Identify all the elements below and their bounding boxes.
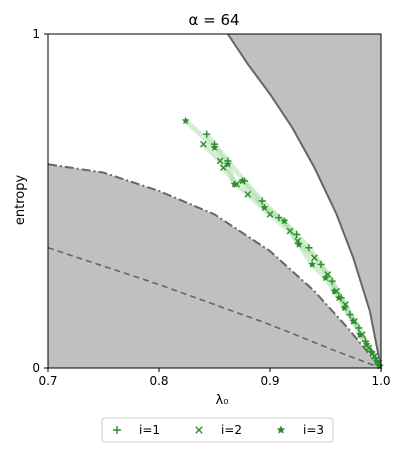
star-marker: [330, 286, 339, 295]
x-marker: [266, 210, 274, 218]
y-axis-label: entropy: [13, 175, 28, 226]
star-marker: [238, 176, 247, 185]
plus-marker: [305, 244, 313, 252]
star-marker: [355, 330, 364, 339]
x-axis-label: λ₀: [216, 393, 229, 408]
star-marker: [321, 273, 330, 282]
lower-infeasible-region: [48, 164, 381, 368]
plus-marker: [317, 260, 325, 269]
star-marker: [334, 293, 343, 302]
upper-boundary-curve: [226, 33, 382, 369]
star-marker: [230, 180, 239, 188]
plus-marker: [328, 277, 336, 285]
legend-box: [101, 417, 334, 443]
star-marker: [276, 425, 286, 434]
star-marker: [181, 116, 190, 125]
plus-marker: [355, 324, 363, 332]
star-marker: [368, 348, 377, 357]
chart-title: α = 64: [188, 11, 239, 29]
upper-infeasible-region: [227, 34, 381, 368]
star-marker: [294, 240, 303, 248]
legend-entry-3: i=3: [276, 423, 324, 437]
dashed-reference-curve: [47, 247, 382, 369]
legend-entry-2: i=2: [195, 423, 242, 437]
x-marker: [195, 426, 203, 434]
y-tick-label: 0: [32, 361, 40, 375]
star-marker: [210, 143, 219, 151]
plus-marker: [203, 130, 211, 138]
star-marker: [280, 216, 289, 225]
y-tick-label: 1: [32, 27, 40, 41]
plus-marker: [346, 310, 354, 319]
x-marker: [216, 157, 224, 165]
star-marker: [340, 303, 349, 312]
lower-boundary-curve: [47, 163, 382, 369]
x-tick-label: 1.0: [371, 374, 390, 388]
x-marker: [311, 254, 318, 262]
legend: i=1 i=2 i=3: [101, 417, 334, 443]
star-marker: [372, 357, 381, 365]
legend-entry-1: i=1: [113, 423, 160, 437]
series-3-points: [181, 116, 384, 370]
x-tick-label: 0.8: [149, 374, 168, 388]
star-marker: [349, 316, 358, 325]
star-marker: [223, 160, 232, 168]
x-tick-label: 0.9: [260, 374, 279, 388]
x-marker: [286, 227, 294, 235]
plus-marker: [293, 230, 301, 238]
axes: 0.7 0.8 0.9 1.0 0 1: [32, 27, 390, 388]
legend-label: i=2: [221, 423, 242, 437]
plus-marker: [113, 426, 121, 434]
x-marker: [244, 190, 252, 198]
star-marker: [308, 260, 317, 268]
star-marker: [362, 340, 371, 349]
plus-marker: [275, 214, 283, 222]
legend-label: i=1: [139, 423, 160, 437]
star-marker: [260, 203, 269, 212]
x-tick-label: 0.7: [38, 374, 57, 388]
plot-area: [47, 33, 384, 370]
axes-frame: [47, 33, 382, 369]
legend-label: i=3: [303, 423, 324, 437]
plus-marker: [258, 197, 266, 205]
x-marker: [220, 164, 227, 171]
x-marker: [200, 140, 207, 148]
